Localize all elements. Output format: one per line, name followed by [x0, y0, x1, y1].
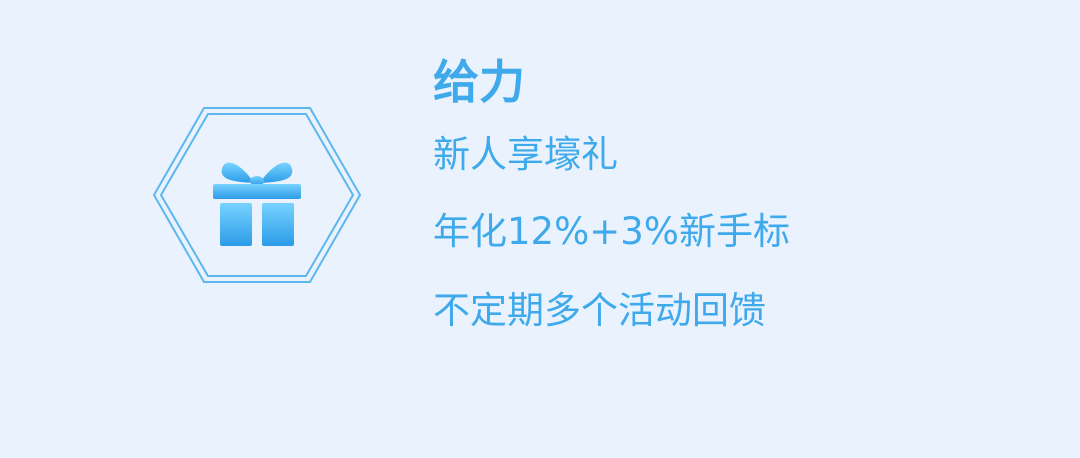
promo-line-new-user-gift: 新人享壕礼 — [433, 133, 618, 176]
hexagon-outer-border — [152, 107, 362, 283]
gift-lid — [213, 184, 301, 199]
gift-bow — [221, 162, 293, 186]
promo-line-annual-rate: 年化12%+3%新手标 — [433, 210, 790, 253]
gift-icon — [152, 107, 362, 283]
promo-copy: 给力 新人享壕礼 年化12%+3%新手标 不定期多个活动回馈 — [433, 0, 1033, 458]
gift-box-left — [220, 203, 252, 246]
promo-line-campaign-rewards: 不定期多个活动回馈 — [433, 289, 766, 332]
hexagon-inner-border — [159, 113, 355, 277]
gift-badge — [152, 106, 362, 284]
promo-title: 给力 — [433, 55, 525, 109]
gift-box-right — [262, 203, 294, 246]
